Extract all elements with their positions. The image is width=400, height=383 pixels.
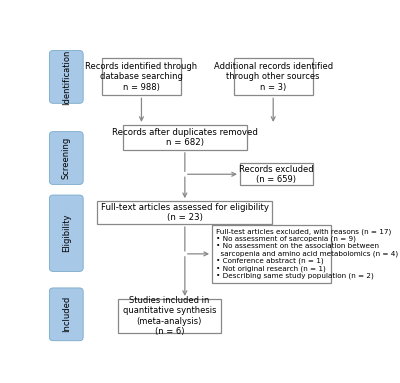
FancyBboxPatch shape bbox=[49, 132, 83, 185]
Text: Additional records identified
through other sources
n = 3): Additional records identified through ot… bbox=[214, 62, 333, 92]
Text: Full-text articles assessed for eligibility
(n = 23): Full-text articles assessed for eligibil… bbox=[101, 203, 269, 222]
Text: Records after duplicates removed
n = 682): Records after duplicates removed n = 682… bbox=[112, 128, 258, 147]
Text: Records excluded
(n = 659): Records excluded (n = 659) bbox=[239, 165, 314, 184]
Text: Screening: Screening bbox=[62, 137, 71, 179]
FancyBboxPatch shape bbox=[118, 299, 220, 333]
FancyBboxPatch shape bbox=[97, 201, 272, 224]
FancyBboxPatch shape bbox=[49, 288, 83, 341]
Text: Records identified through
database searching
n = 988): Records identified through database sear… bbox=[85, 62, 198, 92]
Text: Identification: Identification bbox=[62, 49, 71, 105]
FancyBboxPatch shape bbox=[49, 195, 83, 272]
Text: Studies included in
quantitative synthesis
(meta-analysis)
(n = 6): Studies included in quantitative synthes… bbox=[123, 296, 216, 336]
FancyBboxPatch shape bbox=[102, 59, 181, 95]
Text: Included: Included bbox=[62, 296, 71, 332]
Text: Eligibility: Eligibility bbox=[62, 214, 71, 252]
FancyBboxPatch shape bbox=[240, 163, 313, 185]
Text: Full-test articles excluded, with reasons (n = 17)
• No assessment of sarcopenia: Full-test articles excluded, with reason… bbox=[216, 228, 398, 279]
FancyBboxPatch shape bbox=[49, 51, 83, 103]
FancyBboxPatch shape bbox=[234, 59, 313, 95]
FancyBboxPatch shape bbox=[123, 125, 247, 150]
FancyBboxPatch shape bbox=[212, 225, 331, 283]
